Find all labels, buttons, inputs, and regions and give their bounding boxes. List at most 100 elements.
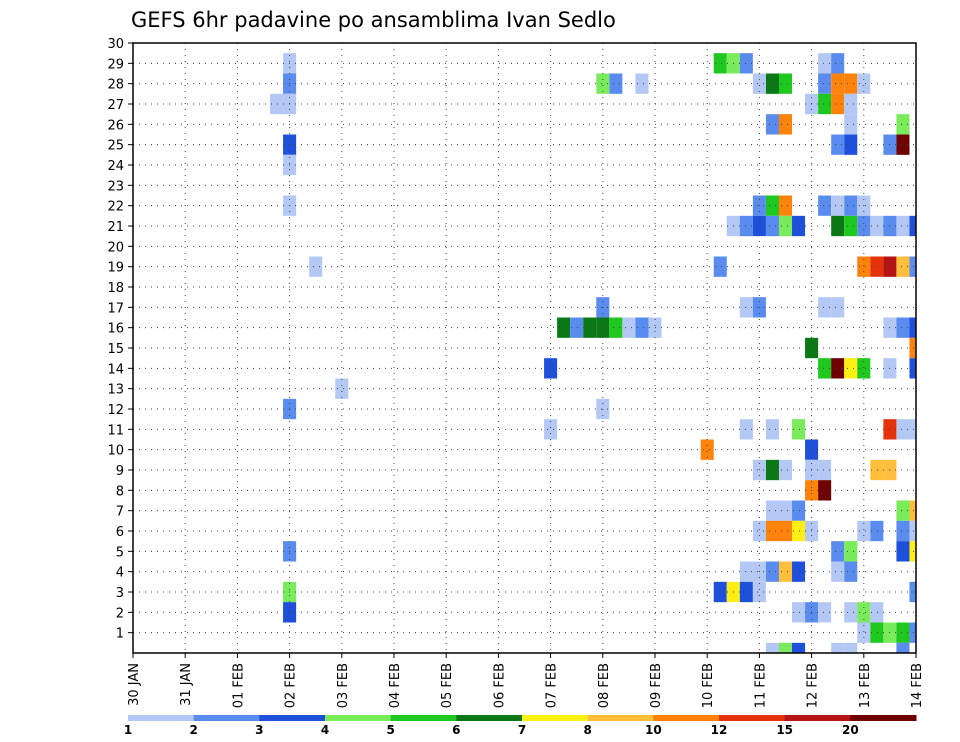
heatmap-cell	[713, 581, 727, 603]
heatmap-cell	[713, 53, 727, 74]
heatmap-cell	[831, 73, 845, 94]
x-tick-label: 11 FEB	[753, 663, 768, 708]
heatmap-cell	[335, 378, 349, 399]
x-tick-label: 10 FEB	[701, 663, 716, 708]
y-tick-label: 21	[107, 220, 124, 235]
chart-title: GEFS 6hr padavine po ansamblima Ivan Sed…	[131, 8, 616, 32]
heatmap-cell	[622, 317, 636, 338]
heatmap-cell	[818, 297, 832, 318]
colorbar-swatch	[193, 715, 260, 721]
heatmap-cell	[778, 520, 793, 542]
y-tick-label: 28	[107, 78, 124, 93]
heatmap-cell	[609, 317, 623, 338]
heatmap-cell	[818, 459, 832, 481]
colorbar-label: 5	[386, 723, 394, 737]
heatmap-cell	[831, 561, 845, 582]
heatmap-cell	[857, 215, 871, 237]
y-tick-label: 3	[116, 586, 124, 601]
colorbar-swatch	[784, 715, 851, 721]
y-tick-label: 25	[107, 139, 124, 154]
heatmap-cell	[844, 561, 858, 582]
colorbar-label: 6	[452, 723, 460, 737]
heatmap-cell	[831, 215, 845, 237]
heatmap-cell	[818, 602, 832, 623]
heatmap-cell	[778, 195, 793, 216]
y-tick-label: 16	[107, 322, 124, 337]
heatmap-cell	[270, 93, 284, 115]
heatmap-cell	[765, 459, 779, 481]
y-tick-label: 13	[107, 383, 124, 398]
x-axis: 30 JAN 31 JAN 01 FEB 02 FEB 03 FEB 04 FEB 05 F…	[127, 653, 925, 708]
heatmap-cell	[739, 297, 753, 318]
y-tick-label: 26	[107, 118, 124, 133]
heatmap-cell	[752, 215, 766, 237]
y-tick-label: 8	[116, 484, 124, 499]
heatmap-cell	[831, 93, 845, 115]
y-tick-label: 14	[107, 362, 124, 377]
heatmap-cell	[818, 480, 832, 501]
heatmap-cell	[909, 337, 916, 359]
heatmap-cell	[857, 358, 871, 379]
heatmap-cells	[270, 53, 916, 653]
heatmap-cell	[752, 520, 766, 542]
heatmap-cell	[831, 195, 845, 216]
y-tick-label: 12	[107, 403, 124, 418]
heatmap-cell	[831, 53, 845, 74]
heatmap-cell	[635, 73, 649, 94]
heatmap-cell	[896, 114, 910, 135]
heatmap-cell	[844, 134, 858, 155]
heatmap-cell	[896, 541, 910, 562]
x-tick-label: 01 FEB	[231, 663, 246, 708]
heatmap-cell	[778, 114, 793, 135]
heatmap-cell	[778, 215, 793, 237]
colorbar-swatch	[390, 715, 457, 721]
heatmap-cell	[765, 642, 779, 653]
y-tick-label: 19	[107, 261, 124, 276]
heatmap-cell	[857, 256, 871, 277]
x-tick-label: 30 JAN	[127, 663, 142, 706]
heatmap-cell	[765, 114, 779, 135]
heatmap-cell	[844, 642, 858, 653]
colorbar-label: 12	[711, 723, 728, 737]
heatmap-cell	[596, 317, 610, 338]
y-tick-label: 27	[107, 98, 124, 113]
heatmap-cell	[896, 642, 910, 653]
y-tick-label: 9	[116, 464, 124, 479]
heatmap-cell	[713, 256, 727, 277]
heatmap-cell	[739, 53, 753, 74]
y-tick-label: 6	[116, 525, 124, 540]
heatmap-cell	[844, 93, 858, 115]
heatmap-cell	[778, 73, 793, 94]
heatmap-cell	[870, 622, 884, 643]
colorbar-label: 3	[255, 723, 263, 737]
y-tick-label: 15	[107, 342, 124, 357]
colorbar-swatch	[259, 715, 326, 721]
colorbar-label: 7	[518, 723, 526, 737]
y-tick-label: 11	[107, 423, 124, 438]
heatmap-cell	[818, 358, 832, 379]
heatmap-cell	[739, 215, 753, 237]
colorbar-swatch	[850, 715, 917, 721]
heatmap-cell	[609, 73, 623, 94]
heatmap-cell	[857, 520, 871, 542]
heatmap-cell	[909, 358, 916, 379]
heatmap-cell	[844, 215, 858, 237]
heatmap-cell	[896, 419, 910, 440]
heatmap-cell	[792, 215, 806, 237]
heatmap-cell	[896, 622, 910, 643]
colorbar-label: 4	[321, 723, 329, 737]
x-tick-label: 06 FEB	[492, 663, 507, 708]
heatmap-cell	[909, 541, 916, 562]
heatmap-cell	[700, 439, 714, 460]
heatmap-cell	[909, 419, 916, 440]
heatmap-cell	[765, 561, 779, 582]
colorbar-label: 8	[583, 723, 591, 737]
heatmap-cell	[635, 317, 649, 338]
heatmap-cell	[844, 114, 858, 135]
heatmap-cell	[870, 602, 884, 623]
heatmap-cell	[844, 195, 858, 216]
heatmap-cell	[570, 317, 584, 338]
y-tick-label: 30	[107, 37, 124, 52]
heatmap-cell	[909, 520, 916, 542]
